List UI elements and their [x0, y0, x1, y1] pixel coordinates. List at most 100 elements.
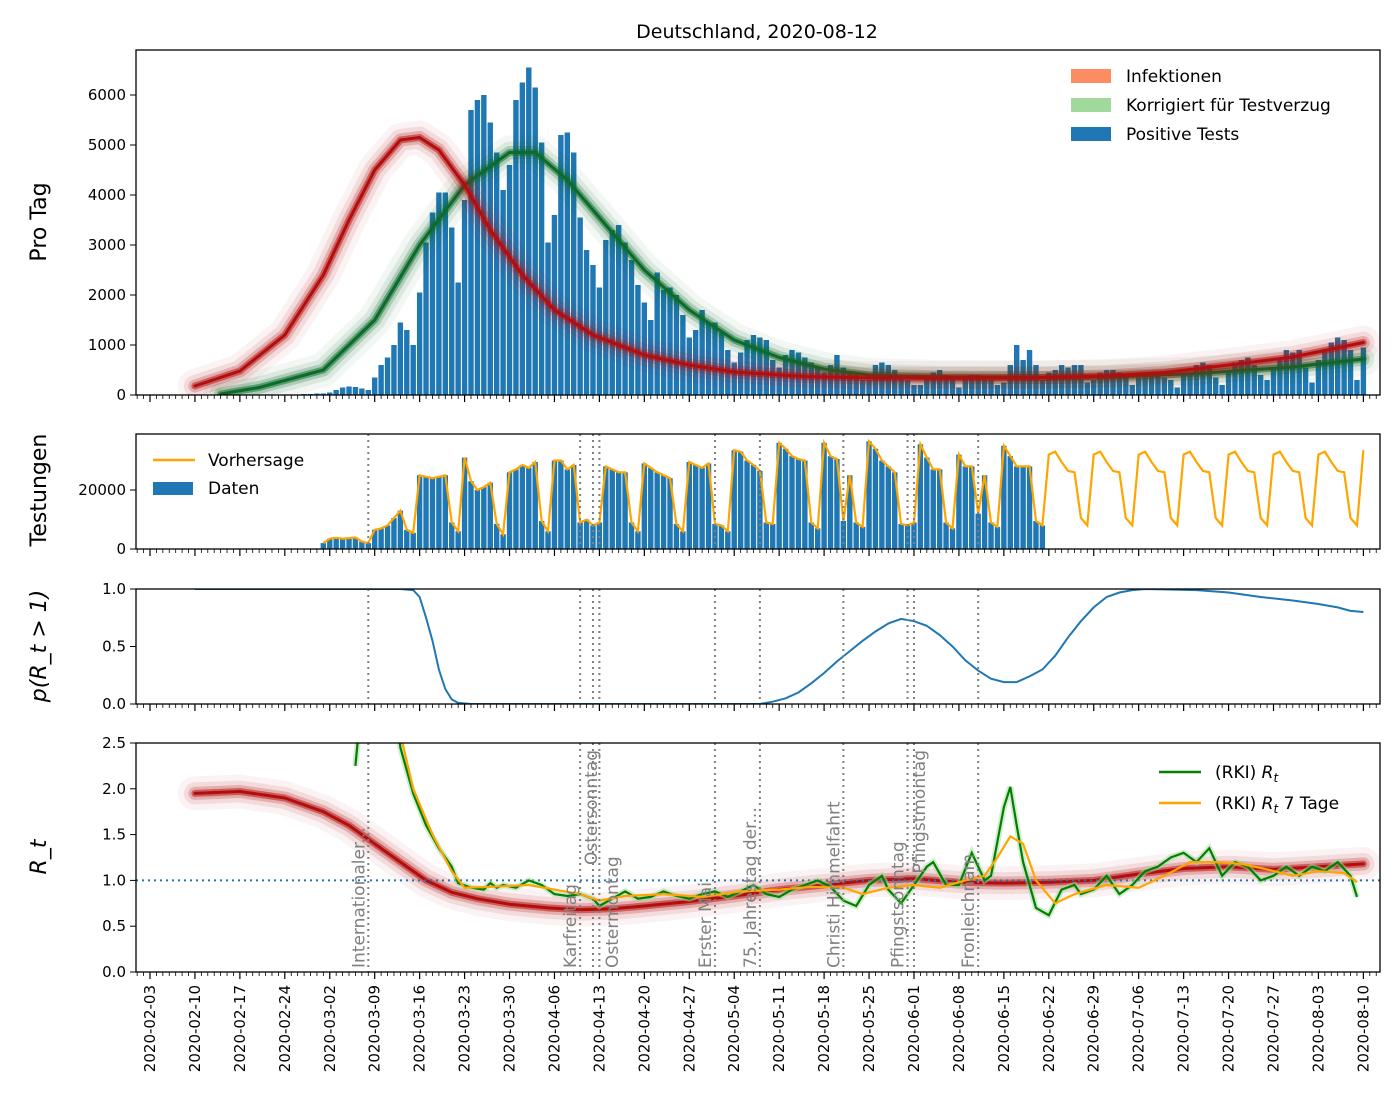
holiday-label: Erster Mai — [696, 882, 716, 968]
bar-positive-tests — [1123, 375, 1129, 395]
bar-positive-tests — [911, 385, 917, 395]
bar-positive-tests — [416, 292, 423, 395]
bar-positive-tests — [314, 393, 320, 395]
holiday-label: Internationaler... — [349, 827, 369, 968]
bar-positive-tests — [757, 337, 763, 395]
x-tick-label: 2020-04-13 — [590, 985, 608, 1072]
bar-positive-tests — [718, 332, 725, 395]
bar-positive-tests — [603, 240, 609, 395]
line-infektionen — [193, 136, 1365, 388]
bar-positive-tests — [1116, 372, 1123, 395]
x-tick-label: 2020-08-03 — [1309, 985, 1327, 1072]
bar-positive-tests — [1257, 375, 1264, 395]
bar-testungen — [924, 457, 930, 549]
bar-testungen — [481, 487, 487, 549]
bar-testungen — [648, 467, 654, 549]
holiday-label: Fronleichnam — [959, 854, 979, 968]
chart-title: Deutschland, 2020-08-12 — [636, 21, 878, 43]
legend-testungen: Vorhersage Daten — [153, 451, 304, 499]
bar-positive-tests — [853, 375, 859, 395]
bar-testungen — [468, 481, 474, 549]
bar-positive-tests — [1091, 380, 1097, 395]
x-tick-label: 2020-03-16 — [411, 985, 429, 1072]
x-tick-label: 2020-07-20 — [1220, 985, 1238, 1072]
bar-positive-tests — [1103, 370, 1110, 395]
bar-positive-tests — [1142, 375, 1148, 395]
holiday-label: Ostersonntag — [582, 750, 602, 865]
bar-testungen — [1033, 520, 1039, 549]
bar-positive-tests — [1052, 370, 1058, 395]
bar-positive-tests — [481, 95, 487, 395]
bar-testungen — [327, 538, 333, 549]
bar-testungen — [898, 523, 904, 549]
bar-positive-tests — [1302, 367, 1309, 395]
bar-positive-tests — [660, 290, 667, 395]
x-tick-label: 2020-06-01 — [905, 985, 923, 1072]
bar-positive-tests — [705, 322, 712, 395]
bar-testungen — [603, 466, 609, 549]
bar-positive-tests — [1219, 385, 1225, 395]
bar-positive-tests — [320, 393, 327, 395]
x-tick-label: 2020-05-25 — [860, 985, 878, 1072]
bar-positive-tests — [1001, 382, 1007, 395]
bar-positive-tests — [892, 370, 898, 395]
bar-positive-tests — [442, 192, 449, 395]
bar-testungen — [410, 532, 416, 549]
bar-positive-tests — [404, 330, 410, 395]
bar-testungen — [956, 454, 962, 549]
bar-positive-tests — [1065, 367, 1071, 395]
bar-testungen — [693, 464, 699, 549]
y-tick-label: 0.0 — [102, 695, 126, 713]
bar-testungen — [827, 456, 834, 549]
holiday-label: Christi Himmelfahrt — [824, 801, 844, 968]
bar-testungen — [1039, 525, 1046, 549]
bar-testungen — [795, 459, 802, 549]
bar-testungen — [814, 528, 821, 549]
bar-testungen — [725, 531, 731, 549]
bar-positive-tests — [917, 385, 924, 395]
bar-positive-tests — [956, 387, 962, 395]
bar-positive-tests — [750, 335, 757, 395]
bar-positive-tests — [962, 377, 969, 395]
holiday-label: 75. Jahrestag der... — [741, 807, 761, 968]
bar-positive-tests — [673, 295, 680, 395]
bar-positive-tests — [904, 380, 911, 395]
legend-label-daten: Daten — [208, 479, 259, 499]
axes-frame — [135, 49, 1381, 396]
bar-positive-tests — [590, 265, 596, 395]
bar-testungen — [384, 525, 391, 549]
bar-testungen — [526, 467, 532, 549]
bar-positive-tests — [526, 67, 532, 395]
bar-positive-tests — [1193, 365, 1200, 395]
bar-testungen — [474, 490, 481, 549]
bar-positive-tests — [969, 375, 975, 395]
bar-testungen — [461, 457, 468, 549]
bar-positive-tests — [654, 272, 660, 395]
bar-positive-tests — [1245, 357, 1251, 395]
bar-testungen — [596, 522, 603, 549]
bar-positive-tests — [847, 372, 853, 395]
bar-testungen — [1020, 466, 1026, 549]
bar-positive-tests — [1174, 387, 1180, 395]
legend-label-positive-tests: Positive Tests — [1126, 125, 1239, 145]
bar-positive-tests — [1270, 367, 1277, 395]
bar-positive-tests — [641, 302, 648, 395]
bar-testungen — [744, 460, 750, 549]
bar-positive-tests — [1335, 337, 1341, 395]
bar-testungen — [622, 472, 628, 549]
plot-area — [320, 438, 1365, 549]
panel-p-rt: 0.0 0.5 1.0 — [102, 580, 1381, 713]
x-tick-label: 2020-08-10 — [1354, 985, 1372, 1072]
bar-testungen — [988, 522, 994, 549]
bar-positive-tests — [1039, 380, 1046, 395]
bar-positive-tests — [1328, 342, 1334, 395]
bar-testungen — [487, 482, 493, 549]
y-tick-label: 20000 — [78, 481, 126, 499]
bar-testungen — [782, 448, 789, 549]
bar-positive-tests — [571, 152, 577, 395]
panel-rt: 0.0 0.5 1.0 1.5 2.0 2.5 Internationaler... Karf… — [102, 734, 1381, 1072]
bar-testungen — [455, 531, 461, 549]
bar-testungen — [359, 541, 365, 549]
bar-testungen — [449, 522, 455, 549]
